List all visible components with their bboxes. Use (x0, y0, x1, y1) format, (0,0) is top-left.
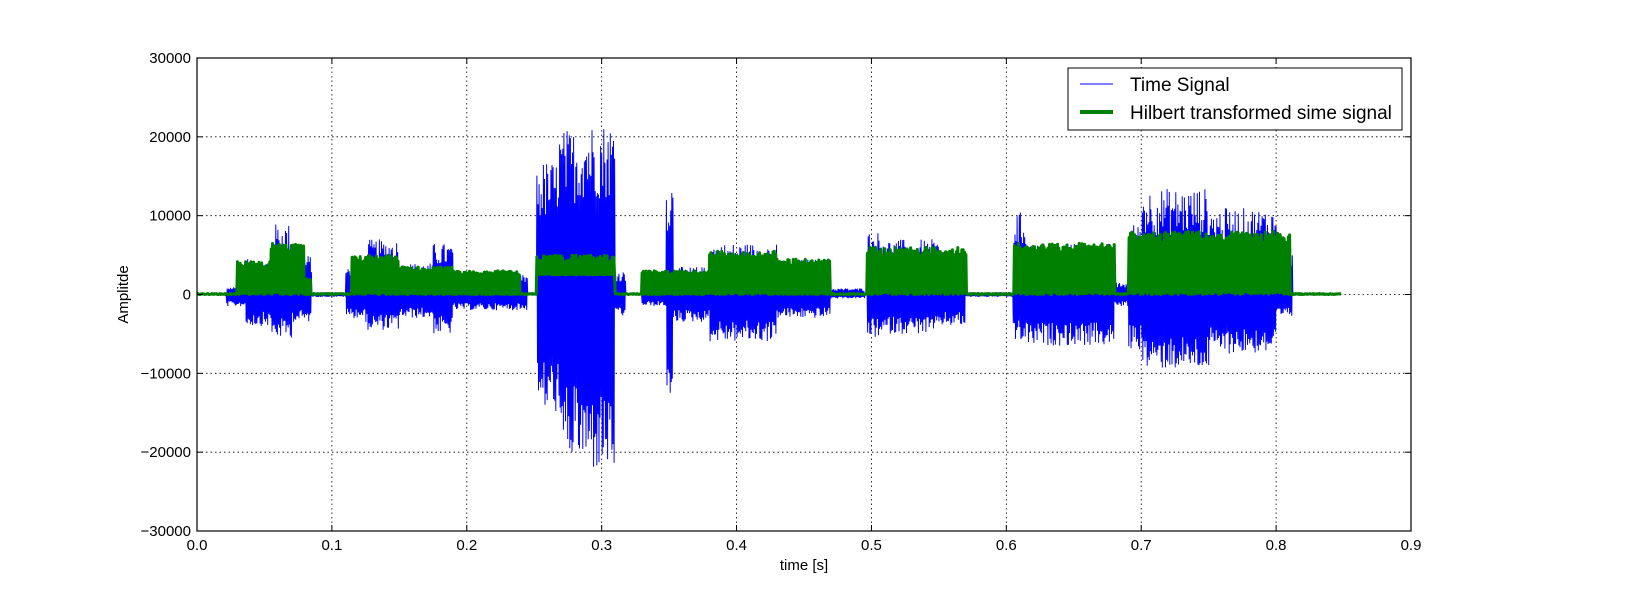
x-axis-label: time [s] (780, 557, 828, 574)
y-tick-label: 0 (183, 287, 191, 304)
x-tick-label: 0.5 (861, 537, 882, 554)
x-tick-label: 0.3 (591, 537, 612, 554)
y-tick-label: −30000 (141, 523, 191, 540)
y-tick-label: 20000 (149, 129, 191, 146)
data-layer (197, 129, 1342, 467)
x-tick-label: 0.7 (1131, 537, 1152, 554)
x-tick-label: 0.9 (1401, 537, 1422, 554)
legend-entry-time-signal: Time Signal (1130, 75, 1230, 96)
x-tick-label: 0.1 (321, 537, 342, 554)
x-tick-label: 0.8 (1266, 537, 1287, 554)
y-axis: 30000 20000 10000 0 −10000 −20000 −30000 (141, 50, 1411, 540)
y-tick-label: −10000 (141, 365, 191, 382)
y-axis-label: Amplitde (115, 265, 132, 323)
y-tick-label: 30000 (149, 50, 191, 67)
x-tick-label: 0.0 (187, 537, 208, 554)
x-axis: 0.0 0.1 0.2 0.3 0.4 0.5 0.6 0.7 0.8 0.9 (187, 58, 1422, 554)
x-tick-label: 0.2 (456, 537, 477, 554)
series-hilbert-envelope (197, 229, 1342, 296)
legend-entry-hilbert: Hilbert transformed sime signal (1130, 103, 1392, 124)
x-tick-label: 0.4 (726, 537, 747, 554)
legend-box (1067, 67, 1403, 131)
x-tick-label: 0.6 (996, 537, 1017, 554)
y-tick-label: 10000 (149, 208, 191, 225)
legend: Time Signal Hilbert transformed sime sig… (1067, 67, 1403, 131)
y-tick-label: −20000 (141, 444, 191, 461)
